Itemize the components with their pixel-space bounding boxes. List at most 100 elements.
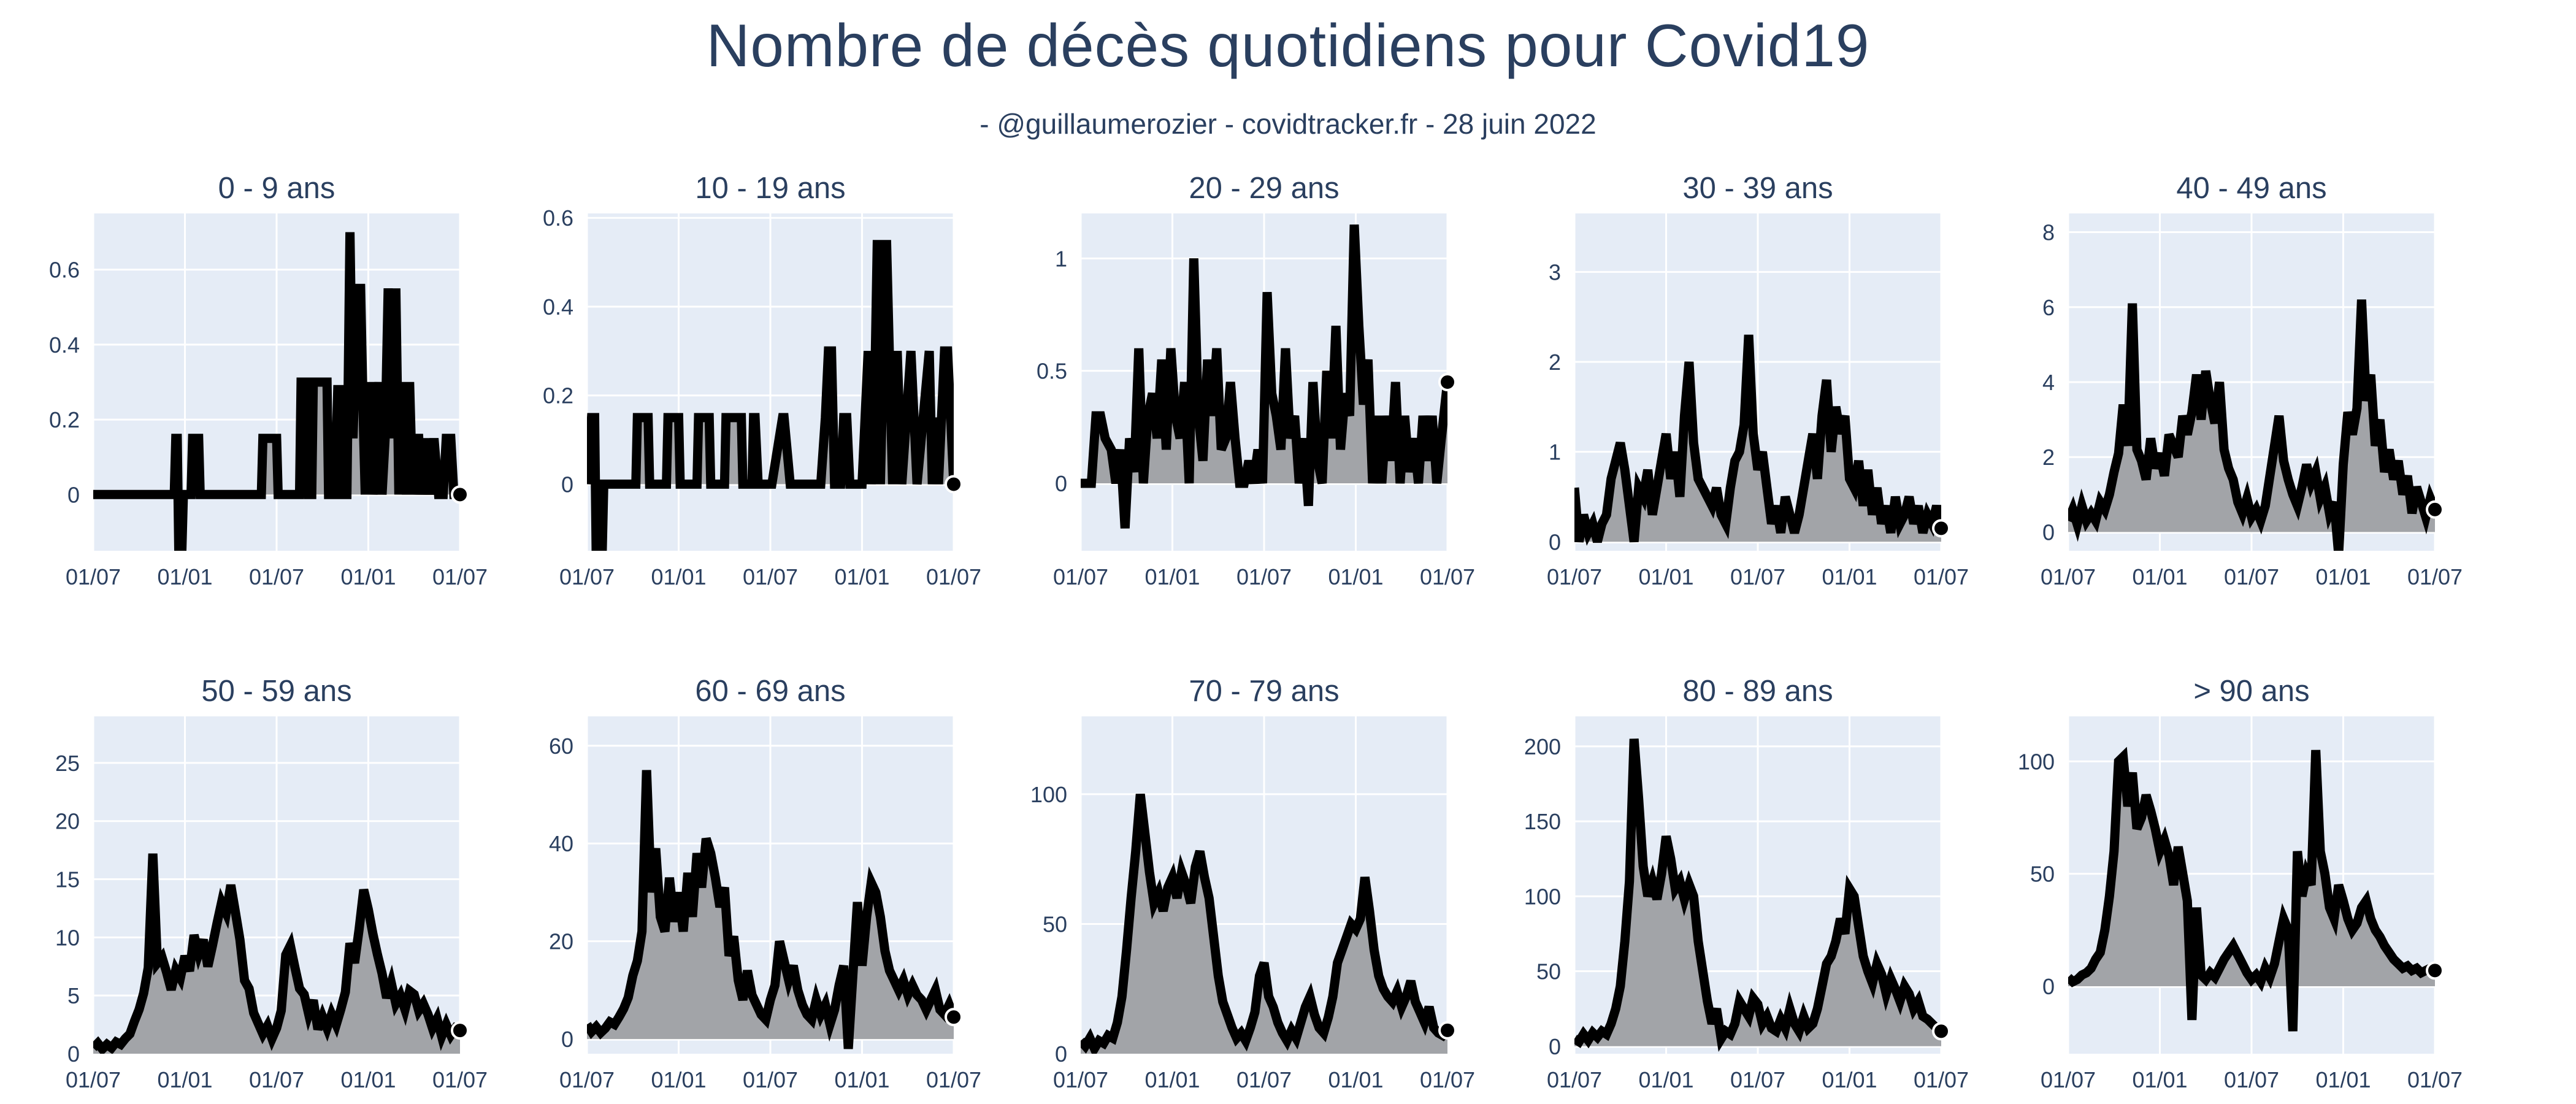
last-point-marker xyxy=(2426,500,2444,519)
subplot-4: 30 - 39 ans 0 1 2 3 01/07 01/01 01/07 01/01 01/07 xyxy=(1547,172,1969,589)
subplot-title: 60 - 69 ans xyxy=(695,675,845,708)
x-tick-label: 01/01 xyxy=(651,564,706,589)
y-tick-label: 0 xyxy=(1055,1041,1067,1067)
last-point-marker xyxy=(945,1008,963,1027)
x-tick-label: 01/07 xyxy=(2041,564,2096,589)
x-tick-label: 01/01 xyxy=(834,564,889,589)
x-tick-label: 01/01 xyxy=(1822,1067,1877,1092)
y-tick-label: 40 xyxy=(549,831,573,856)
y-tick-label: 50 xyxy=(2030,862,2055,887)
x-tick-label: 01/07 xyxy=(2041,1067,2096,1092)
y-tick-label: 10 xyxy=(55,925,80,950)
y-tick-label: 1 xyxy=(1549,440,1561,465)
last-point-marker xyxy=(1438,1021,1457,1040)
subplot-title: 40 - 49 ans xyxy=(2176,172,2326,205)
x-tick-label: 01/01 xyxy=(2315,1067,2371,1092)
x-tick-label: 01/07 xyxy=(249,1067,304,1092)
subplot-3: 20 - 29 ans 0 0.5 1 01/07 01/01 01/07 01/01 01/0… xyxy=(1037,172,1475,589)
y-tick-label: 20 xyxy=(549,929,573,954)
subplot-title: 20 - 29 ans xyxy=(1189,172,1339,205)
subplot-title: 70 - 79 ans xyxy=(1189,675,1339,708)
subplot-6: 50 - 59 ans 0 5 10 15 20 25 01/07 01/01 01/07 01/0… xyxy=(55,675,488,1092)
y-tick-label: 0.2 xyxy=(543,383,573,408)
subplot-10: > 90 ans 0 50 100 01/07 01/01 01/07 01/01 01/07 xyxy=(2018,675,2463,1092)
series-area xyxy=(1574,335,1941,542)
y-tick-label: 0 xyxy=(1549,1034,1561,1059)
x-tick-label: 01/07 xyxy=(743,1067,798,1092)
last-point-marker xyxy=(2426,961,2444,980)
y-tick-label: 20 xyxy=(55,809,80,834)
x-tick-label: 01/07 xyxy=(926,564,981,589)
x-tick-label: 01/07 xyxy=(1420,1067,1475,1092)
x-tick-label: 01/01 xyxy=(2315,564,2371,589)
y-tick-label: 100 xyxy=(1030,782,1067,807)
last-point-marker xyxy=(1932,1022,1950,1041)
x-tick-label: 01/07 xyxy=(2407,1067,2463,1092)
y-tick-label: 50 xyxy=(1536,959,1561,984)
y-tick-label: 0 xyxy=(67,482,80,507)
x-tick-label: 01/07 xyxy=(1547,564,1602,589)
x-tick-label: 01/01 xyxy=(1638,564,1693,589)
x-tick-label: 01/01 xyxy=(834,1067,889,1092)
y-tick-label: 0 xyxy=(561,472,573,497)
y-tick-label: 100 xyxy=(2018,749,2055,774)
x-tick-label: 01/07 xyxy=(432,1067,488,1092)
y-tick-label: 60 xyxy=(549,734,573,759)
y-tick-label: 3 xyxy=(1549,259,1561,285)
x-tick-label: 01/07 xyxy=(559,564,615,589)
subplot-title: 10 - 19 ans xyxy=(695,172,845,205)
last-point-marker xyxy=(1438,373,1457,391)
x-tick-label: 01/07 xyxy=(743,564,798,589)
y-tick-label: 6 xyxy=(2042,295,2055,320)
x-tick-label: 01/01 xyxy=(157,564,212,589)
x-tick-label: 01/01 xyxy=(1144,1067,1200,1092)
series-line xyxy=(1081,794,1447,1054)
x-tick-label: 01/07 xyxy=(1053,564,1108,589)
series-line xyxy=(2068,299,2435,551)
last-point-marker xyxy=(1932,519,1950,538)
y-tick-label: 200 xyxy=(1524,734,1561,759)
subplot-title: 50 - 59 ans xyxy=(201,675,351,708)
x-tick-label: 01/07 xyxy=(2224,564,2279,589)
x-tick-label: 01/07 xyxy=(1914,1067,1969,1092)
subplot-7: 60 - 69 ans 0 20 40 60 01/07 01/01 01/07 01/01 01… xyxy=(549,675,981,1092)
x-tick-label: 01/07 xyxy=(2407,564,2463,589)
subplot-5: 40 - 49 ans 0 2 4 6 8 01/07 01/01 01/07 01/01 01/0… xyxy=(2041,172,2463,589)
y-tick-label: 15 xyxy=(55,867,80,892)
series-line xyxy=(93,232,460,551)
x-tick-label: 01/07 xyxy=(559,1067,615,1092)
y-tick-label: 4 xyxy=(2042,370,2055,395)
x-tick-label: 01/01 xyxy=(157,1067,212,1092)
y-tick-label: 1 xyxy=(1055,246,1067,271)
y-tick-label: 0.4 xyxy=(49,332,80,358)
x-tick-label: 01/01 xyxy=(2132,1067,2187,1092)
y-tick-label: 0.6 xyxy=(49,258,80,283)
series-line xyxy=(2068,746,2435,1032)
y-tick-label: 0 xyxy=(1055,471,1067,496)
subplot-title: 0 - 9 ans xyxy=(218,172,335,205)
subplot-title: 30 - 39 ans xyxy=(1682,172,1833,205)
subplot-2: 10 - 19 ans 0 0.2 0.4 0.6 01/07 01/01 01/07 01/0… xyxy=(543,172,981,589)
y-tick-label: 0.4 xyxy=(543,294,573,320)
series-line xyxy=(1574,334,1941,546)
x-tick-label: 01/07 xyxy=(1914,564,1969,589)
y-tick-label: 50 xyxy=(1043,911,1067,937)
subplot-9: 80 - 89 ans 0 50 100 150 200 01/07 01/01 01/07 01… xyxy=(1524,675,1969,1092)
series-area xyxy=(93,853,460,1054)
x-tick-label: 01/01 xyxy=(340,1067,396,1092)
y-tick-label: 0 xyxy=(561,1027,573,1052)
series-line xyxy=(587,770,954,1049)
x-tick-label: 01/07 xyxy=(1053,1067,1108,1092)
series-area xyxy=(1081,794,1447,1054)
y-tick-label: 2 xyxy=(2042,445,2055,470)
x-tick-label: 01/07 xyxy=(926,1067,981,1092)
series-line xyxy=(93,853,460,1054)
series-line xyxy=(1081,224,1447,529)
y-tick-label: 150 xyxy=(1524,809,1561,834)
y-tick-label: 0.2 xyxy=(49,407,80,432)
x-tick-label: 01/07 xyxy=(1547,1067,1602,1092)
x-tick-label: 01/07 xyxy=(1730,564,1785,589)
last-point-marker xyxy=(451,485,469,504)
x-tick-label: 01/07 xyxy=(1420,564,1475,589)
